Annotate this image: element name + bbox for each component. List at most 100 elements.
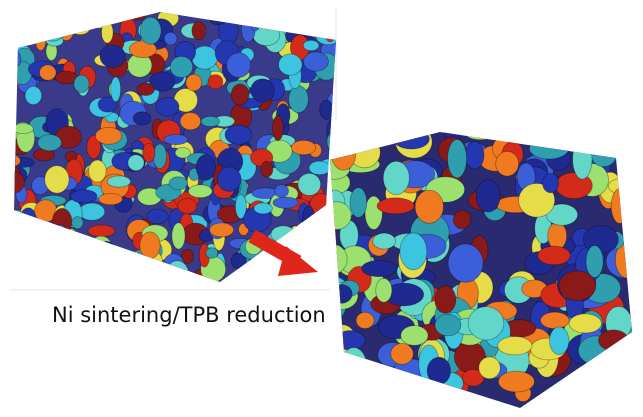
particle	[435, 314, 461, 336]
particle	[558, 121, 575, 149]
particle	[258, 268, 269, 281]
particle	[315, 251, 339, 270]
particle	[208, 75, 223, 89]
particle	[479, 357, 501, 379]
particle	[164, 32, 177, 45]
particle	[356, 312, 374, 328]
particle	[579, 379, 618, 403]
particle	[540, 312, 569, 329]
particle	[415, 190, 443, 223]
particle	[541, 395, 561, 417]
particle	[38, 135, 62, 151]
particle	[427, 357, 450, 384]
particle	[619, 176, 643, 207]
particle	[550, 327, 569, 355]
particle	[250, 15, 260, 31]
particle	[30, 18, 49, 30]
particle	[302, 5, 327, 24]
particle	[218, 17, 238, 44]
page: {"caption": "Ni sintering/TPB reduction"…	[0, 0, 643, 417]
particle	[317, 372, 349, 389]
particle	[291, 140, 316, 154]
particle	[20, 208, 37, 231]
particle	[279, 54, 303, 75]
particle	[140, 232, 160, 259]
particle	[53, 232, 75, 257]
particle	[258, 11, 270, 24]
particle	[407, 386, 425, 417]
particle	[8, 157, 35, 167]
particle	[604, 134, 637, 152]
particle	[332, 139, 356, 171]
particle	[25, 86, 42, 104]
particle	[140, 17, 161, 44]
particle	[465, 141, 484, 169]
particle	[603, 381, 634, 417]
particle	[180, 113, 201, 130]
particle	[166, 261, 189, 288]
particle	[101, 281, 112, 293]
particle	[548, 222, 567, 249]
particle	[201, 116, 219, 126]
particle	[592, 357, 616, 377]
particle	[71, 190, 97, 203]
particle	[13, 236, 25, 250]
figure: Ni sintering/TPB reduction	[0, 0, 643, 417]
particle	[79, 203, 105, 220]
particle	[227, 53, 251, 78]
particle	[188, 185, 212, 198]
particle	[400, 233, 427, 270]
particle	[50, 252, 75, 267]
particle	[254, 203, 273, 214]
particle	[81, 244, 107, 266]
particle	[320, 100, 333, 119]
particle	[448, 139, 467, 178]
particle	[341, 348, 367, 386]
particle	[610, 381, 643, 408]
particle	[71, 23, 90, 35]
particle	[529, 138, 568, 159]
particle	[281, 274, 308, 298]
particle	[349, 130, 387, 149]
particle	[217, 167, 241, 192]
particle	[1, 155, 20, 167]
particle	[52, 225, 69, 251]
particle	[520, 115, 556, 143]
particle	[99, 273, 127, 294]
particle	[98, 241, 115, 261]
particle	[88, 225, 115, 237]
particle	[164, 134, 188, 144]
particle	[468, 307, 504, 340]
particle	[298, 173, 321, 195]
particle	[448, 244, 483, 282]
particle	[99, 193, 123, 204]
particle	[143, 143, 155, 162]
particle	[322, 202, 351, 230]
particle	[596, 128, 630, 155]
particle	[435, 286, 456, 313]
particle	[564, 376, 587, 397]
particle	[299, 239, 322, 255]
particle	[130, 3, 147, 21]
particle	[266, 0, 289, 17]
particle	[608, 178, 637, 194]
particle	[176, 272, 202, 290]
particle	[309, 161, 330, 175]
particle	[453, 210, 471, 229]
particle	[303, 52, 328, 71]
particle	[308, 0, 320, 17]
particle	[102, 22, 114, 43]
particle	[38, 18, 66, 41]
particle	[14, 26, 26, 37]
particle	[597, 402, 628, 417]
particle	[2, 259, 17, 273]
particle	[428, 396, 457, 417]
particle	[146, 268, 171, 279]
particle	[178, 199, 197, 214]
particle	[278, 6, 303, 32]
particle	[315, 232, 337, 254]
particle	[303, 40, 319, 50]
particle	[373, 233, 396, 249]
particle	[272, 13, 290, 33]
particle	[49, 279, 72, 294]
